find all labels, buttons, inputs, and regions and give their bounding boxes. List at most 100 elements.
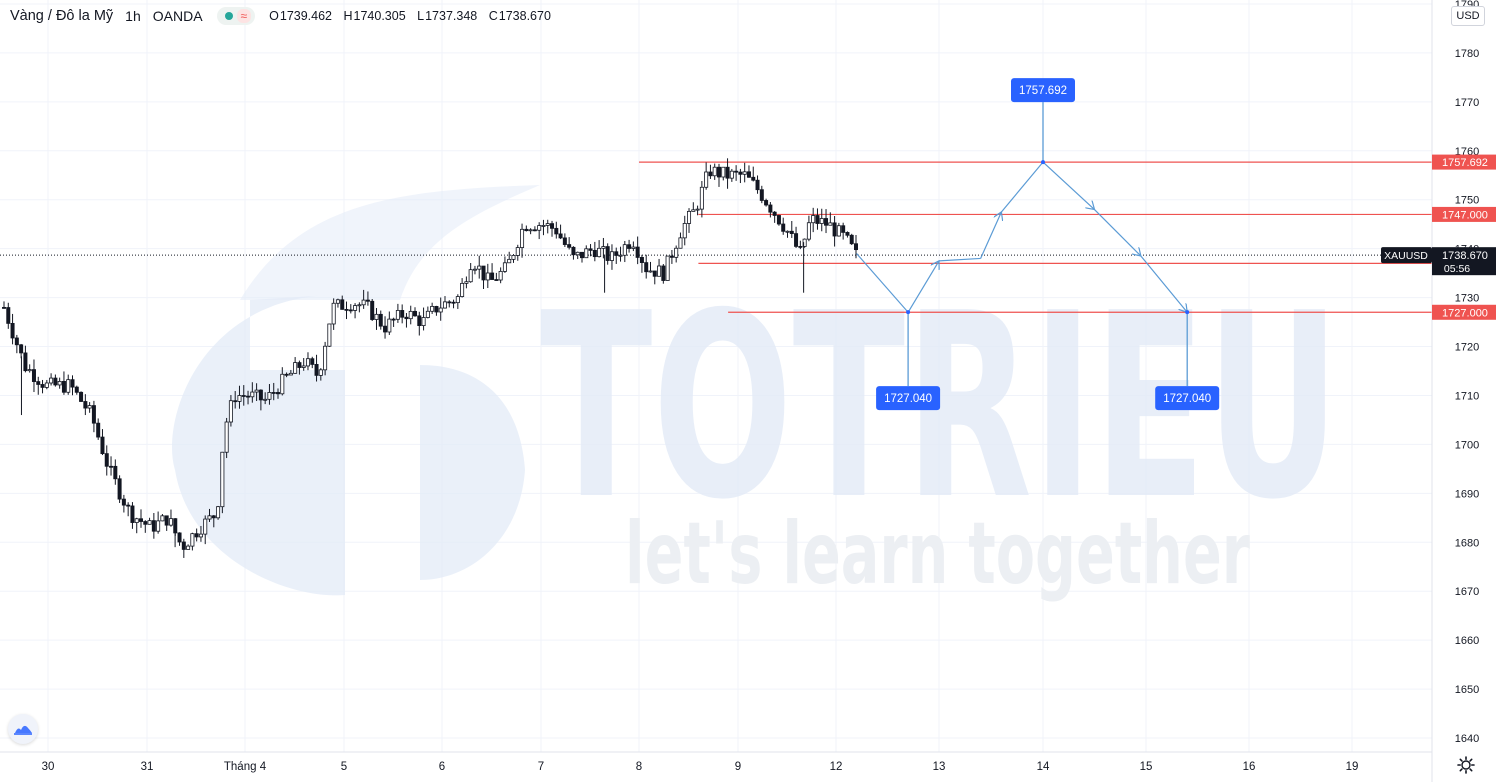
price-callouts[interactable]: 1757.692 1727.040 1727.040	[876, 78, 1220, 411]
candle-body	[682, 223, 687, 239]
tradingview-logo-icon[interactable]	[8, 714, 38, 744]
x-tick-label: 13	[933, 761, 946, 773]
ohlc-low-key: L	[417, 9, 425, 23]
candle-body	[811, 215, 816, 224]
candle-body	[203, 518, 208, 535]
currency-button[interactable]: USD	[1451, 6, 1485, 26]
ohlc-readout: O1739.462 H1740.305 L1737.348 C1738.670	[269, 9, 559, 23]
candle-body	[828, 222, 833, 226]
candle-body	[96, 422, 101, 438]
candle-body	[631, 246, 636, 249]
candle-body	[438, 307, 443, 313]
time-axis[interactable]: 30 31 Tháng 4 5 6 7 8 9 12 13 14 15 16 19	[0, 751, 1432, 773]
candle-body	[498, 270, 503, 281]
candle-body	[147, 520, 152, 525]
candle-body	[27, 369, 32, 372]
symbol-tag-label: XAUUSD	[1384, 250, 1428, 262]
candle-body	[301, 365, 306, 368]
y-tick-label: 1660	[1455, 635, 1479, 647]
candle-body	[49, 377, 54, 384]
y-tick-label: 1680	[1455, 537, 1479, 549]
projection-arrow[interactable]	[980, 212, 1002, 259]
candle-body	[635, 246, 640, 258]
candle-body	[254, 389, 259, 393]
level-price-tag[interactable]	[1432, 206, 1496, 222]
projection-arrow[interactable]	[1094, 209, 1141, 256]
candle-body	[79, 391, 84, 402]
candle-body	[764, 200, 769, 206]
candle-body	[194, 533, 199, 538]
candle-body	[310, 358, 315, 365]
candle-body	[263, 398, 268, 401]
candle-body	[104, 453, 109, 467]
projection-arrow[interactable]	[1140, 255, 1187, 312]
candle-body	[442, 301, 447, 309]
candle-body	[44, 382, 49, 388]
watermark-logo-shape	[172, 295, 345, 596]
symbol-name[interactable]: Vàng / Đô la Mỹ	[10, 8, 114, 24]
candle-body	[211, 515, 216, 519]
candle-body	[815, 215, 820, 224]
candle-body	[687, 210, 692, 224]
candle-body	[190, 533, 195, 547]
candle-body	[541, 225, 546, 227]
gear-icon[interactable]	[1456, 755, 1476, 775]
candle-body	[819, 218, 824, 224]
horizontal-levels[interactable]	[639, 161, 1432, 313]
candle-body	[134, 518, 139, 523]
candle-body	[746, 171, 751, 178]
candle-body	[181, 541, 186, 550]
level-price-tag[interactable]	[1432, 154, 1496, 170]
candle-body	[477, 265, 482, 270]
candle-body	[545, 223, 550, 226]
candle-body	[421, 317, 426, 326]
level-price-tag[interactable]	[1432, 304, 1496, 320]
level-price-label: 1727.000	[1442, 307, 1488, 319]
candle-body	[365, 299, 370, 302]
candle-body	[507, 258, 512, 264]
timeframe[interactable]: 1h	[125, 8, 141, 24]
ohlc-low-value: 1737.348	[425, 9, 478, 23]
callout-box[interactable]	[1011, 78, 1075, 103]
candle-body	[331, 302, 336, 325]
candle-body	[455, 296, 460, 304]
callout-box[interactable]	[876, 386, 941, 411]
candle-body	[113, 465, 118, 480]
candle-body	[695, 208, 700, 211]
candle-body	[652, 270, 657, 277]
candle-body	[357, 304, 362, 307]
y-tick-label: 1780	[1455, 48, 1479, 60]
candles	[2, 158, 859, 558]
callout-box[interactable]	[1155, 386, 1220, 411]
market-status-pill[interactable]: ≈	[216, 7, 256, 25]
y-tick-label: 1720	[1455, 342, 1479, 354]
market-open-dot-icon	[224, 12, 233, 20]
candle-body	[781, 223, 786, 232]
price-axis[interactable]: 1790178017701760175017401730172017101700…	[1381, 0, 1496, 782]
candle-body	[481, 265, 486, 281]
candle-body	[258, 389, 263, 401]
watermark-tagline: let's learn together	[625, 504, 1250, 604]
projection-arrow[interactable]	[907, 261, 939, 313]
candle-body	[669, 255, 674, 258]
candle-body	[23, 352, 28, 372]
candle-body	[464, 281, 469, 284]
candle-body	[361, 299, 366, 306]
candle-body	[678, 237, 683, 249]
projection-arrow[interactable]	[856, 253, 909, 313]
wave-icon: ≈	[236, 9, 252, 23]
projection-arrow[interactable]	[1042, 161, 1095, 209]
candle-body	[451, 301, 456, 304]
x-tick-label: 5	[341, 761, 347, 773]
candle-body	[725, 166, 730, 179]
candle-body	[168, 518, 173, 526]
projection-arrow[interactable]	[1000, 161, 1044, 213]
candle-body	[100, 436, 105, 455]
candle-body	[408, 310, 413, 320]
candle-body	[704, 171, 709, 188]
candle-body	[53, 377, 58, 386]
projection-arrow[interactable]	[938, 257, 981, 262]
candle-body	[370, 300, 375, 320]
projection-arrows[interactable]	[856, 161, 1188, 313]
